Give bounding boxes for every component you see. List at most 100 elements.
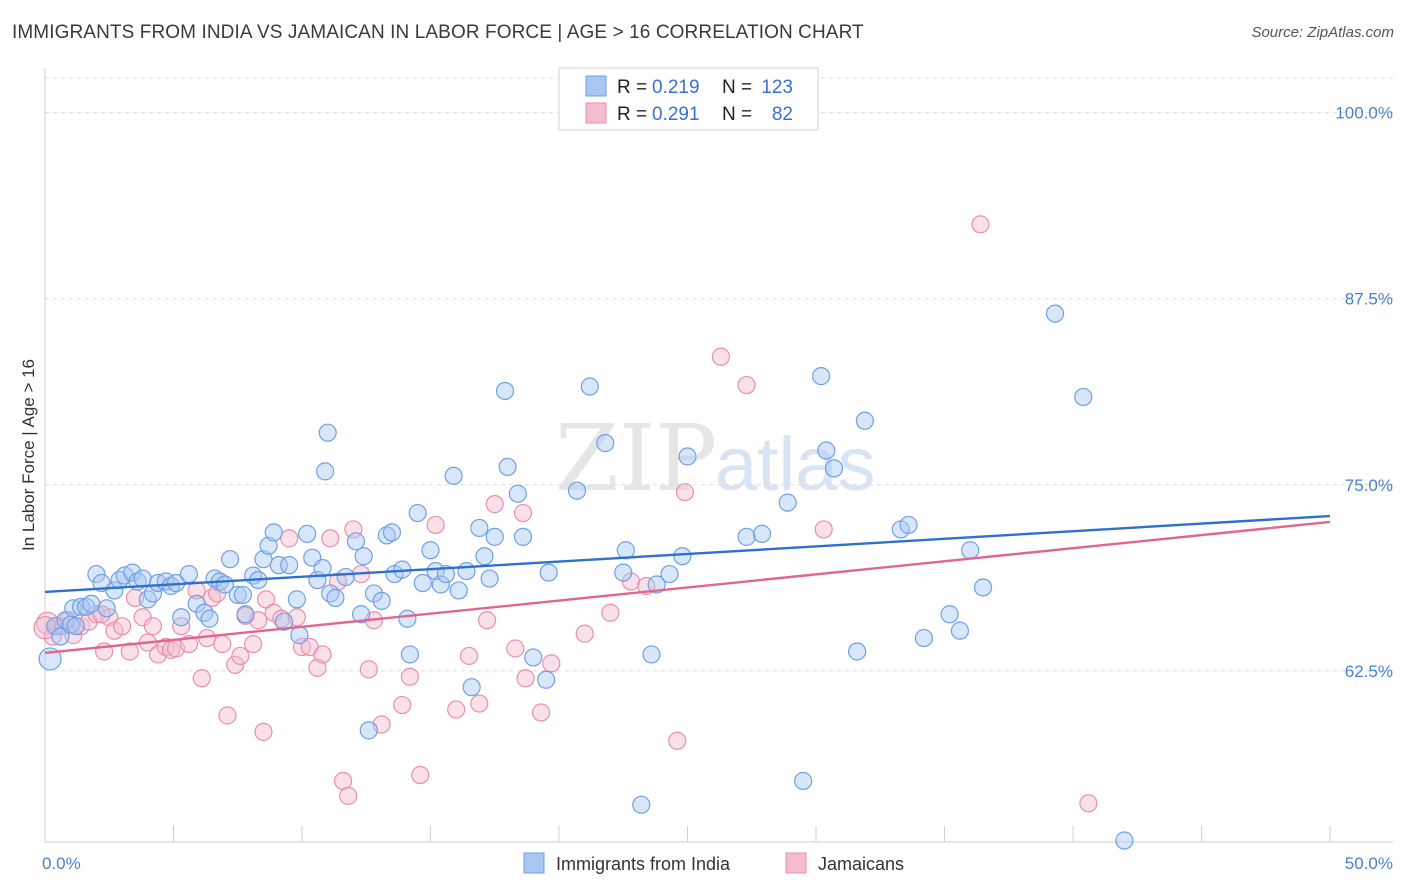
data-point	[462, 678, 481, 697]
data-point	[580, 377, 599, 396]
data-point	[226, 655, 245, 674]
data-point	[614, 563, 633, 582]
data-point	[480, 569, 499, 588]
data-point	[575, 624, 594, 643]
data-point	[498, 457, 517, 477]
data-point	[470, 518, 489, 538]
data-point	[752, 524, 772, 543]
data-point	[596, 433, 615, 453]
data-point	[280, 556, 299, 575]
data-point	[426, 515, 445, 535]
trend-line-india	[44, 514, 1331, 594]
data-point	[321, 529, 340, 548]
data-point	[143, 617, 163, 636]
data-point	[459, 646, 479, 666]
data-point	[539, 563, 558, 582]
data-point	[256, 590, 276, 609]
data-point	[1074, 387, 1093, 407]
data-point	[133, 608, 152, 627]
data-point	[71, 597, 91, 616]
data-point	[567, 481, 587, 500]
legend-swatch-jamaicans	[585, 102, 607, 124]
data-point	[105, 581, 124, 600]
data-point	[632, 795, 651, 814]
legend-n-value-india: 123	[761, 77, 793, 98]
data-point	[495, 381, 515, 401]
data-point	[87, 564, 106, 584]
y-axis-label: In Labor Force | Age > 16	[19, 359, 38, 551]
data-point	[431, 575, 450, 594]
legend-r-label-india: R =	[617, 77, 647, 98]
data-point	[346, 532, 366, 551]
data-point	[398, 609, 417, 628]
data-point	[66, 617, 85, 636]
data-point	[259, 536, 278, 555]
data-point	[508, 484, 527, 503]
data-point	[485, 495, 504, 514]
data-point	[814, 520, 833, 539]
data-point	[269, 556, 288, 575]
data-point	[513, 503, 533, 523]
data-point	[192, 669, 211, 688]
data-point	[973, 578, 993, 597]
data-point	[264, 523, 283, 542]
trend-lines	[44, 514, 1331, 655]
data-point	[290, 626, 309, 645]
bottom-legend-swatch-jamaicans	[785, 852, 807, 874]
x-tick-label-max: 50.0%	[1345, 854, 1393, 873]
data-point	[470, 694, 489, 713]
data-point	[971, 215, 990, 234]
data-point	[537, 670, 556, 689]
data-point	[961, 541, 980, 560]
data-point	[298, 524, 317, 543]
data-point	[231, 646, 250, 666]
data-point	[449, 581, 468, 600]
data-point	[359, 660, 378, 679]
data-point	[200, 609, 219, 628]
data-point	[233, 585, 252, 605]
data-point	[778, 493, 797, 512]
series-jamaicans-points	[33, 215, 1098, 813]
axes	[44, 68, 1393, 843]
data-point	[516, 669, 535, 688]
bottom-legend: Immigrants from India Jamaicans	[523, 852, 904, 874]
data-point	[318, 423, 337, 442]
chart-title: IMMIGRANTS FROM INDIA VS JAMAICAN IN LAB…	[12, 22, 864, 43]
data-point	[138, 590, 157, 609]
y-tick-label: 75.0%	[1345, 476, 1393, 495]
data-point	[1115, 831, 1134, 850]
y-tick-label: 100.0%	[1335, 104, 1393, 123]
data-point	[218, 706, 237, 725]
data-point	[647, 575, 666, 594]
data-point	[46, 617, 65, 636]
data-point	[660, 564, 679, 584]
data-point	[359, 721, 378, 740]
data-point	[254, 550, 273, 569]
data-point	[411, 765, 430, 785]
legend-r-value-jamaicans: 0.291	[652, 104, 700, 125]
data-point	[354, 547, 373, 566]
data-point	[457, 561, 476, 581]
data-point	[112, 617, 132, 636]
data-point	[316, 462, 335, 481]
data-point	[475, 547, 494, 566]
data-point	[855, 411, 874, 430]
data-point	[426, 561, 445, 581]
data-point	[213, 634, 232, 654]
chart-source: Source: ZipAtlas.com	[1251, 24, 1394, 41]
legend-box: R = 0.219 N = 123 R = 0.291 N = 82	[558, 67, 819, 131]
data-point	[524, 648, 543, 667]
data-point	[444, 466, 463, 485]
data-point	[899, 515, 918, 535]
data-point	[364, 584, 384, 603]
data-point	[313, 645, 332, 664]
data-point	[940, 605, 959, 624]
data-point	[477, 611, 497, 630]
data-point	[848, 642, 867, 661]
x-tick-label-min: 0.0%	[42, 854, 81, 873]
data-point	[272, 609, 291, 628]
data-point	[950, 621, 970, 640]
data-point	[400, 645, 420, 664]
data-point	[77, 597, 96, 616]
data-point	[292, 637, 312, 657]
